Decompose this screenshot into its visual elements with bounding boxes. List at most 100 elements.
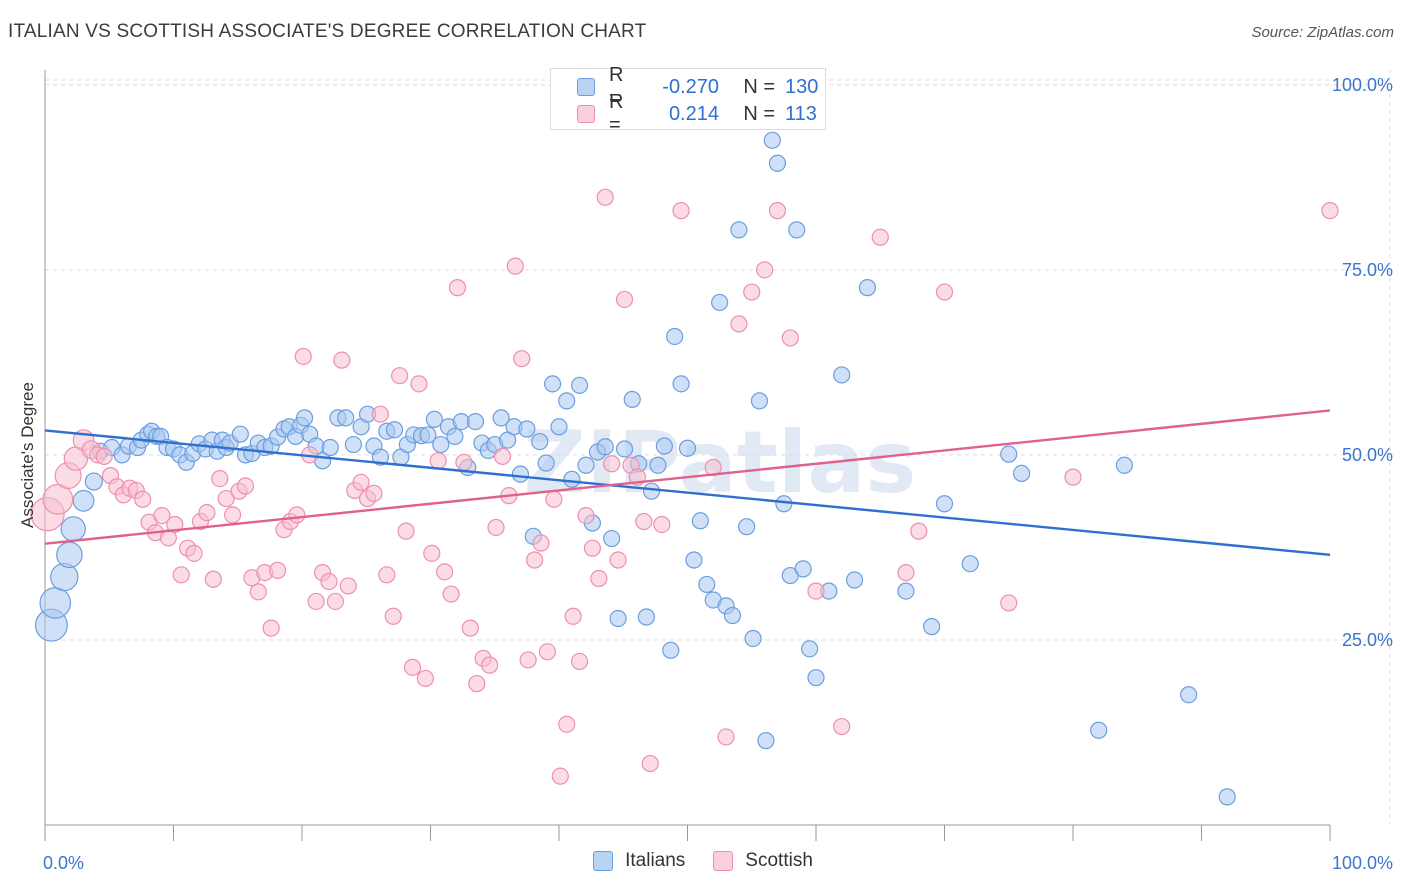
italians-legend-swatch <box>593 851 614 871</box>
scottish-point <box>583 539 602 557</box>
italians-point <box>603 529 621 548</box>
scottish-point <box>416 669 434 688</box>
scottish-point <box>513 350 531 368</box>
italians-point <box>231 425 249 443</box>
italians-point <box>691 512 709 530</box>
legend-row-scottish: R = 0.214 N = 113 <box>577 91 817 136</box>
scottish-point <box>410 375 428 393</box>
italians-point <box>723 606 742 625</box>
scottish-point <box>897 563 915 582</box>
scottish-legend-label: Scottish <box>745 850 813 871</box>
italians-point <box>446 427 464 445</box>
italians-point <box>609 609 627 628</box>
n-value-scottish: 113 <box>785 102 817 125</box>
scottish-point <box>755 261 774 279</box>
scottish-point <box>672 202 690 220</box>
scottish-point <box>429 452 447 470</box>
scottish-point <box>378 566 396 584</box>
scottish-point <box>339 577 357 595</box>
scottish-point <box>134 490 152 508</box>
x-tick-label: 0.0% <box>43 853 84 873</box>
scottish-point <box>294 347 312 366</box>
scottish-point <box>768 202 787 220</box>
scottish-point <box>910 522 928 540</box>
italians-point <box>518 420 536 438</box>
scottish-point <box>153 506 171 525</box>
r-label: R = <box>609 64 624 109</box>
n-value-italians: 130 <box>785 75 819 98</box>
scottish-point <box>519 651 537 669</box>
n-label: N = <box>743 102 775 125</box>
scottish-point <box>333 351 351 369</box>
correlation-legend: R = -0.270 N = 130 R = 0.214 N = 113 <box>550 64 826 136</box>
scottish-point <box>391 367 409 385</box>
axis-layer: 25.0% 50.0% 75.0% 100.0% 0.0% 100.0% <box>43 70 1393 873</box>
italians-point <box>730 221 748 239</box>
scottish-point <box>461 619 479 637</box>
italians-point <box>295 409 314 427</box>
y-tick-label: 75.0% <box>1342 260 1393 280</box>
scottish-point <box>403 658 422 676</box>
scottish-point <box>871 228 889 246</box>
scottish-swatch <box>577 105 595 123</box>
italians-point <box>775 495 793 513</box>
grid-layer <box>45 70 1391 825</box>
scottish-point <box>596 188 614 206</box>
scottish-point <box>455 453 473 471</box>
scottish-point <box>590 569 608 588</box>
italians-point <box>39 587 72 619</box>
italians-point <box>788 221 806 239</box>
italians-point <box>84 472 103 491</box>
scottish-point <box>653 515 671 534</box>
italians-point <box>897 582 915 600</box>
scottish-point <box>442 585 460 603</box>
italians-point <box>371 448 389 466</box>
italians-point <box>344 435 362 454</box>
scottish-point <box>615 290 634 309</box>
scottish-point <box>487 518 505 537</box>
scottish-point <box>307 592 325 611</box>
scottish-point <box>95 447 113 465</box>
scottish-point <box>551 767 569 785</box>
italians-point <box>655 437 673 455</box>
italians-point <box>757 732 775 750</box>
italians-point <box>666 327 684 346</box>
italians-point <box>563 470 581 488</box>
legend-item-scottish[interactable]: Scottish <box>713 850 813 872</box>
italians-point <box>678 439 697 457</box>
italians-legend-label: Italians <box>625 850 686 871</box>
scottish-point <box>371 405 389 423</box>
italians-swatch <box>577 78 595 96</box>
scottish-point <box>577 506 595 525</box>
italians-point <box>672 375 690 393</box>
scottish-point <box>807 582 825 600</box>
scottish-point <box>185 544 203 562</box>
scottish-point <box>781 329 799 347</box>
scottish-point <box>1064 468 1082 486</box>
italians-point <box>858 279 877 297</box>
italians-point <box>1180 686 1198 704</box>
italians-point <box>321 438 339 457</box>
scottish-point <box>268 561 287 579</box>
italians-point <box>711 293 729 312</box>
scottish-point <box>538 643 557 661</box>
scottish-point <box>717 728 735 746</box>
legend-item-italians[interactable]: Italians <box>593 850 685 872</box>
y-tick-label: 100.0% <box>1332 75 1393 95</box>
italians-point <box>558 392 576 410</box>
scottish-point <box>1000 594 1018 612</box>
italians-trend-line <box>44 429 1331 557</box>
italians-point <box>763 131 781 149</box>
scottish-point <box>743 283 761 301</box>
r-value-italians: -0.270 <box>662 75 719 98</box>
scottish-point <box>211 469 229 488</box>
scottish-point <box>423 544 441 562</box>
scottish-point <box>249 583 267 601</box>
y-tick-label: 25.0% <box>1342 630 1393 650</box>
source-label: Source: ZipAtlas.com <box>1251 24 1394 41</box>
scottish-point <box>609 551 627 569</box>
scottish-point <box>320 572 338 591</box>
italians-point <box>744 629 762 648</box>
scottish-point <box>525 551 544 569</box>
